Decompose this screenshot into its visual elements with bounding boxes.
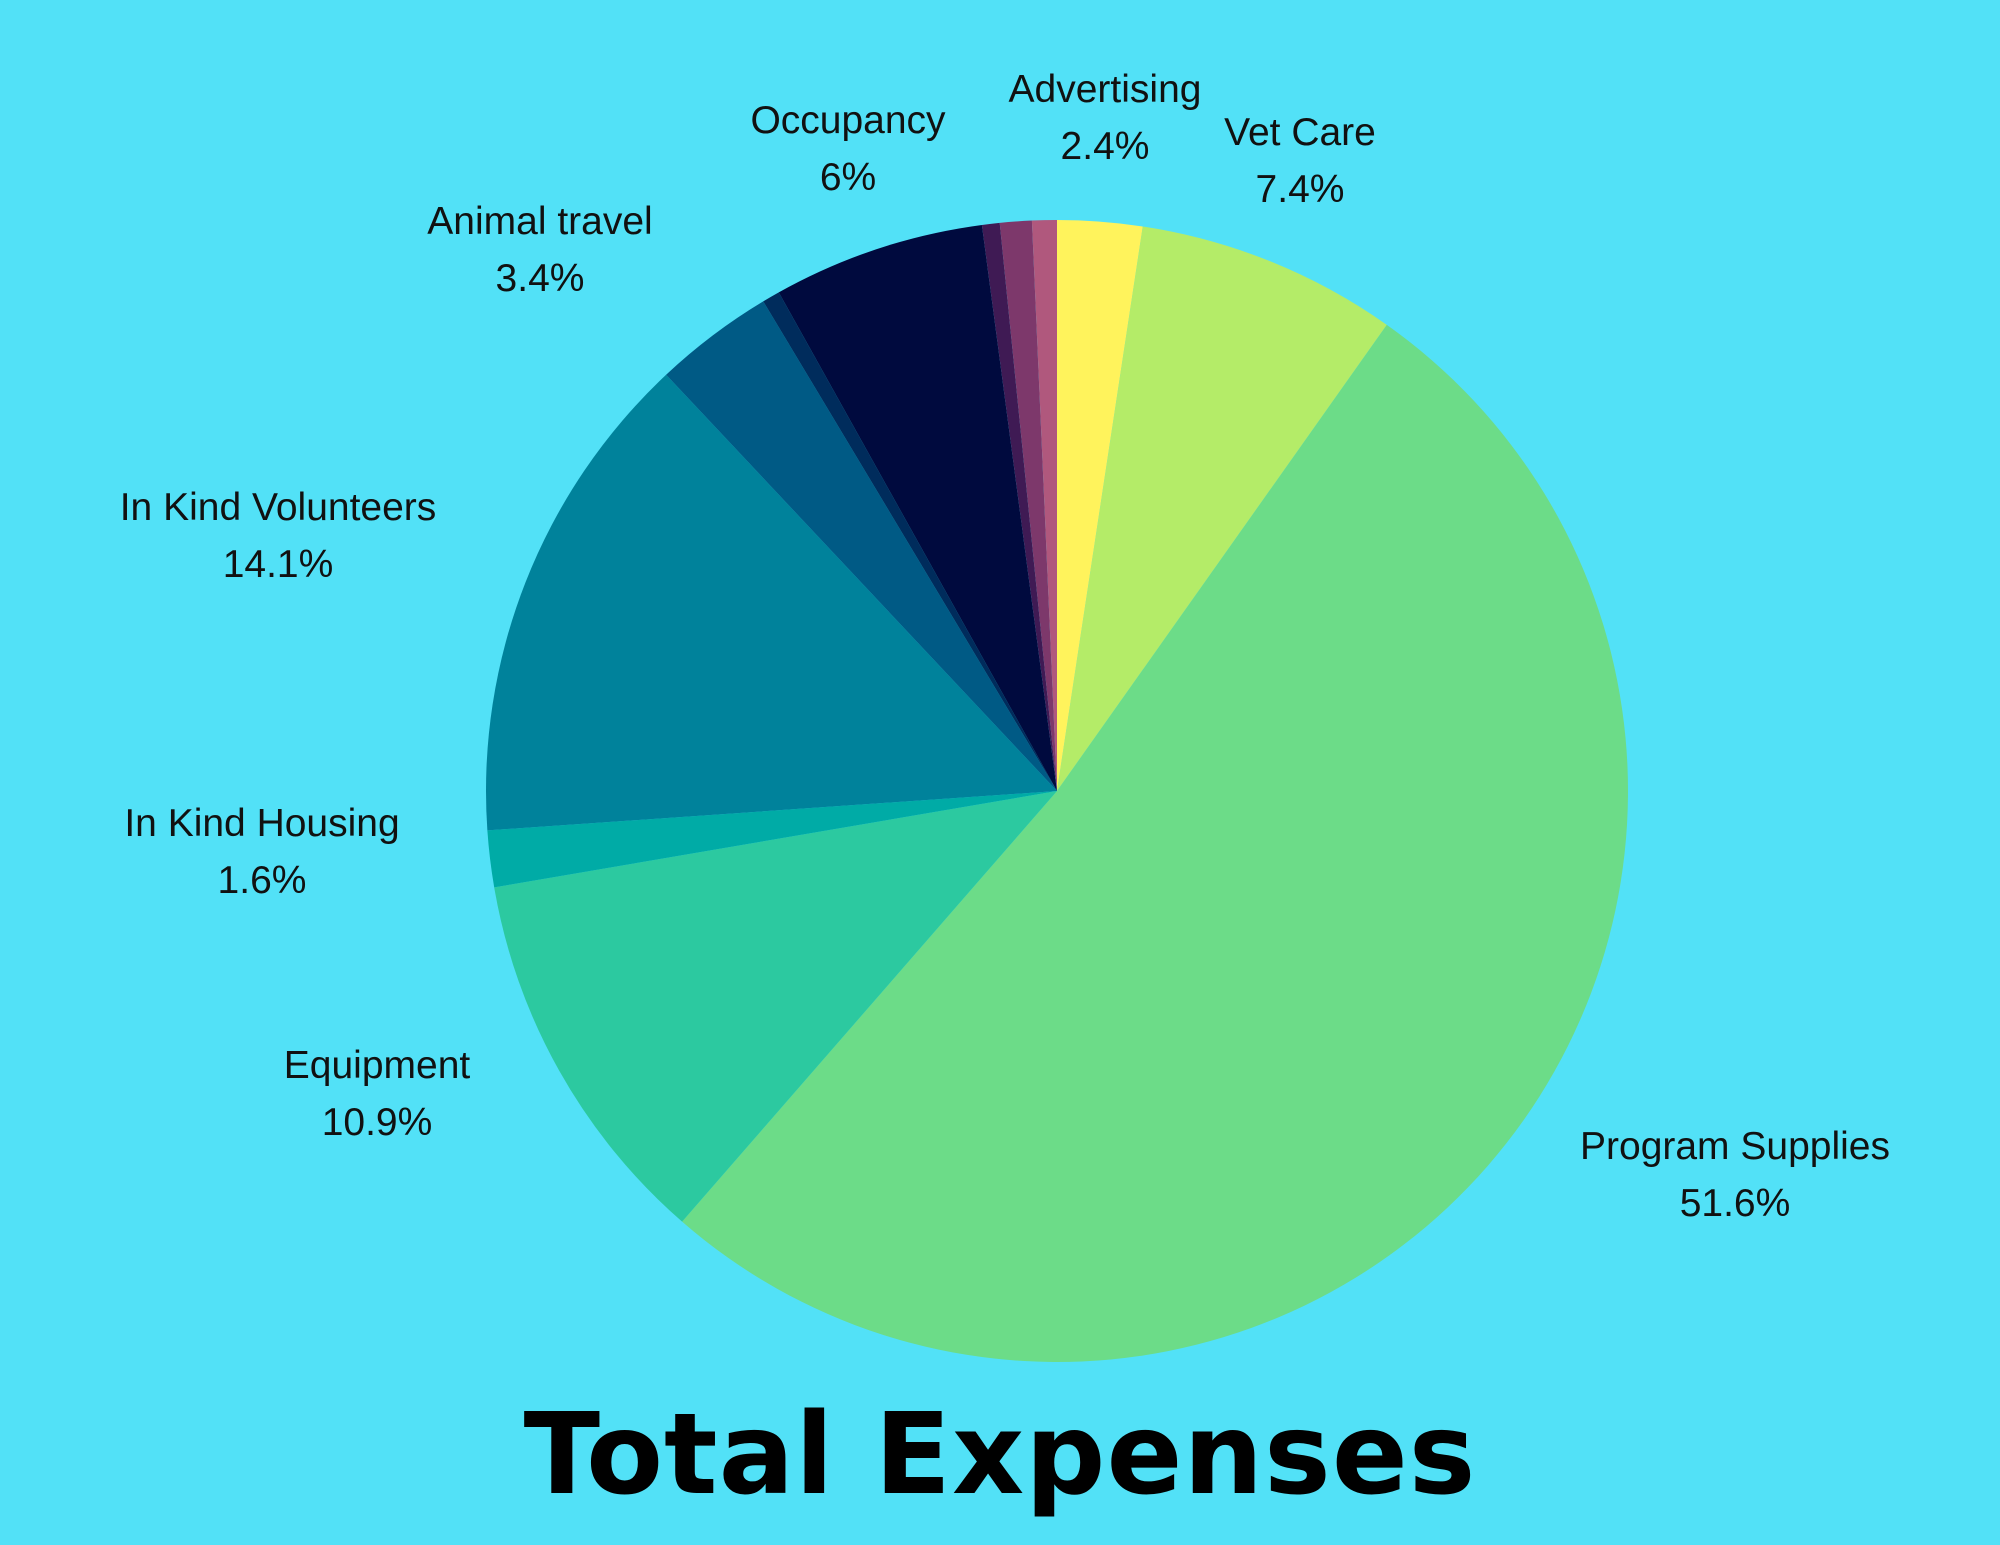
slice-label-value: 51.6% <box>1680 1182 1791 1225</box>
pie-slice-vet-care <box>1057 226 1387 792</box>
pie-slice-in-kind-housing <box>487 791 1057 888</box>
slice-label-name: Vet Care <box>1224 111 1376 154</box>
slice-label-name: Program Supplies <box>1580 1125 1890 1168</box>
pie-slice-unlabeled-7 <box>763 292 1057 791</box>
slice-label-name: In Kind Housing <box>124 802 399 845</box>
chart-title: Total Expenses <box>523 1390 1477 1520</box>
pie-slice-unlabeled-9 <box>981 222 1057 791</box>
pie-slice-equipment <box>494 791 1057 1222</box>
pie-slice-program-supplies <box>682 324 1629 1363</box>
pie-slice-animal-travel <box>666 301 1057 791</box>
pie-slice-occupancy <box>778 224 1057 791</box>
pie-slice-in-kind-volunteers <box>485 374 1057 831</box>
slice-label-name: Animal travel <box>427 200 652 243</box>
slice-label-value: 14.1% <box>223 543 334 586</box>
pie-slices <box>485 220 1629 1363</box>
slice-label-name: Occupancy <box>750 99 946 142</box>
pie-slice-advertising <box>1057 220 1143 791</box>
slice-label-value: 1.6% <box>218 859 307 902</box>
slice-label-value: 6% <box>820 156 876 199</box>
slice-label-name: Advertising <box>1009 68 1202 111</box>
slice-label-value: 2.4% <box>1061 125 1150 168</box>
pie-slice-unlabeled-11 <box>1031 220 1057 791</box>
slice-label-name: Equipment <box>284 1044 471 1087</box>
pie-slice-unlabeled-10 <box>999 220 1057 792</box>
slice-label-name: In Kind Volunteers <box>120 486 437 529</box>
slice-label-value: 7.4% <box>1256 168 1345 211</box>
pie-labels: Advertising 2.4% Vet Care 7.4% Program Suppl… <box>120 68 1890 1225</box>
slice-label-value: 3.4% <box>496 257 585 300</box>
slice-label-value: 10.9% <box>322 1101 433 1144</box>
